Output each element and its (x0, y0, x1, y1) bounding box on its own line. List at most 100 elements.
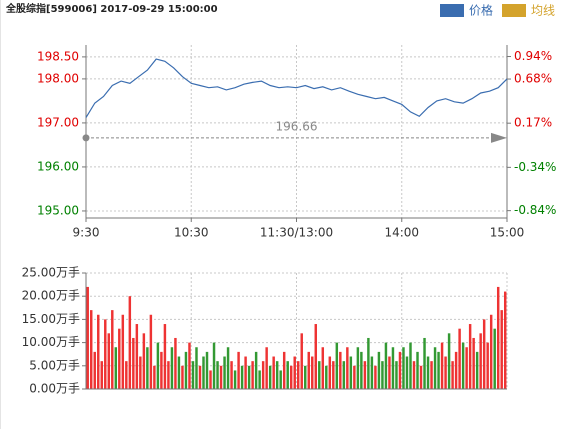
volume-bar (433, 347, 437, 389)
volume-bar (440, 342, 444, 389)
volume-bar (258, 370, 261, 389)
volume-bar (142, 333, 146, 389)
volume-bar (163, 324, 167, 389)
y2-tick-label: 0.17% (514, 116, 552, 130)
volume-bar (304, 365, 307, 389)
volume-bar (370, 356, 374, 389)
volume-bar (153, 365, 156, 389)
x-tick-label: 11:30/13:00 (260, 226, 333, 240)
volume-bar (209, 370, 212, 389)
volume-bar (367, 337, 370, 389)
volume-bar (342, 361, 346, 389)
x-tick-label: 14:00 (384, 226, 419, 240)
volume-bar (451, 361, 454, 389)
volume-bar (395, 361, 398, 389)
volume-bar (486, 342, 489, 389)
volume-bar (195, 347, 198, 389)
volume-bar (468, 324, 472, 389)
volume-bar (125, 361, 128, 389)
volume-bar (500, 310, 503, 389)
volume-bar (268, 365, 272, 389)
y-tick-label: 196.00 (37, 159, 79, 173)
y2-tick-label: 0.94% (514, 49, 552, 63)
volume-bar (419, 365, 423, 389)
prev-close-arrow (491, 132, 507, 143)
volume-bar (465, 347, 468, 389)
volume-bar (275, 361, 279, 389)
volume-bar (412, 361, 416, 389)
volume-bar (233, 370, 237, 389)
volume-bar (226, 347, 230, 389)
volume-bar (391, 347, 395, 389)
y-tick-label: 10.00万手 (22, 335, 80, 349)
y-tick-label: 20.00万手 (22, 289, 80, 303)
volume-bar (100, 361, 103, 389)
volume-bar (244, 356, 247, 389)
volume-bar (423, 337, 426, 389)
volume-bar (286, 361, 289, 389)
y2-tick-label: 0.68% (514, 72, 552, 86)
y-tick-label: 25.00万手 (22, 266, 80, 280)
volume-bar (353, 365, 356, 389)
volume-bar (472, 337, 475, 389)
volume-bar (240, 365, 244, 389)
volume-bar (479, 333, 482, 389)
volume-bar (318, 361, 321, 389)
volume-bar (381, 361, 384, 389)
volume-bar (339, 351, 342, 389)
x-tick-label: 15:00 (490, 226, 525, 240)
y-tick-label: 198.00 (37, 71, 79, 85)
volume-bar (346, 347, 349, 389)
volume-bar (118, 328, 121, 389)
volume-bar (475, 351, 479, 389)
volume-bar (198, 365, 202, 389)
volume-bar (191, 361, 195, 389)
volume-bar (489, 314, 493, 389)
y-tick-label: 197.00 (37, 115, 79, 129)
x-tick-label: 10:30 (174, 226, 209, 240)
volume-bar (104, 319, 107, 389)
volume-bar (384, 342, 388, 389)
volume-bar (311, 356, 314, 389)
volume-bar (388, 356, 391, 389)
volume-bar (230, 361, 233, 389)
volume-bar (265, 347, 268, 389)
volume-bar (437, 351, 440, 389)
legend-label: 价格 (469, 3, 493, 18)
volume-bar (426, 356, 430, 389)
volume-bar (86, 286, 89, 389)
volume-bar (146, 347, 149, 389)
volume-bar (111, 310, 114, 389)
volume-bar (251, 361, 254, 389)
volume-bar (398, 351, 402, 389)
volume-bar (332, 361, 335, 389)
y-tick-label: 0.00万手 (29, 382, 80, 396)
volume-bar (272, 356, 275, 389)
volume-bar (289, 365, 293, 389)
volume-bar (360, 351, 363, 389)
volume-bar (458, 328, 461, 389)
prev-close-dot (82, 134, 90, 142)
volume-bar (447, 333, 451, 389)
volume-bar (261, 361, 265, 389)
y-tick-label: 195.00 (37, 203, 79, 217)
volume-bar (328, 356, 332, 389)
legend-swatch (440, 4, 464, 17)
volume-bar (482, 319, 486, 389)
y-tick-label: 198.50 (37, 49, 79, 63)
volume-bar (132, 337, 135, 389)
volume-bar (107, 333, 111, 389)
volume-bar (496, 286, 500, 389)
volume-bar (237, 351, 240, 389)
volume-bar (444, 356, 447, 389)
volume-bar (374, 365, 377, 389)
volume-bar (454, 351, 458, 389)
volume-bar (356, 347, 360, 389)
volume-bar (416, 351, 419, 389)
y-tick-label: 15.00万手 (22, 312, 80, 326)
volume-bar (149, 314, 153, 389)
volume-bar (279, 370, 282, 389)
volume-bar (90, 310, 93, 389)
volume-bar (212, 342, 216, 389)
